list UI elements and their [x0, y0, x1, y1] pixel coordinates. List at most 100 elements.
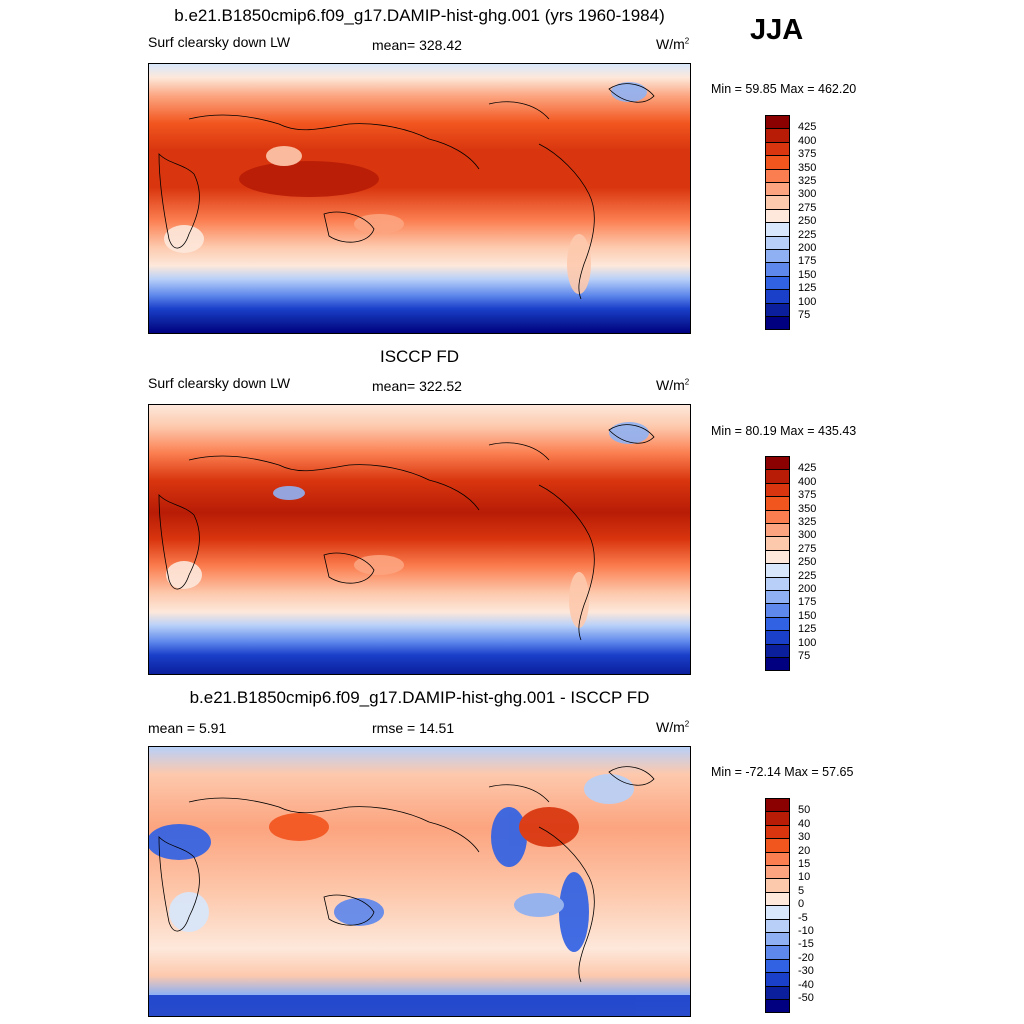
panel-1-coastlines — [158, 83, 655, 300]
colorbar-tick-label: 225 — [798, 228, 817, 241]
colorbar-tick-label: -15 — [798, 938, 814, 951]
panel-1-variable: Surf clearsky down LW — [148, 34, 291, 50]
colorbar-tick-label: -20 — [798, 951, 814, 964]
colorbar-tick-label: -30 — [798, 965, 814, 978]
colorbar-swatch — [765, 878, 790, 893]
colorbar-tick-label: 200 — [798, 583, 817, 595]
colorbar-tick-label: -10 — [798, 925, 814, 937]
panel-1-mean: mean= 328.42 — [372, 37, 462, 53]
colorbar-tick-label: 175 — [798, 596, 817, 609]
colorbar-swatch — [765, 316, 790, 331]
colorbar-tick-label: 15 — [798, 858, 811, 870]
colorbar-swatch — [765, 456, 790, 471]
colorbar-swatch — [765, 999, 790, 1014]
colorbar-swatch — [765, 222, 790, 237]
colorbar-swatch — [765, 482, 790, 498]
colorbar-swatch — [765, 509, 790, 524]
panel-2-coastlines — [158, 424, 655, 641]
colorbar-swatch — [765, 523, 790, 538]
colorbar-swatch — [765, 932, 790, 947]
colorbar-swatch — [765, 865, 790, 880]
colorbar-swatch — [765, 289, 790, 304]
colorbar-swatch — [765, 824, 790, 840]
colorbar-tick-label: 150 — [798, 609, 817, 622]
colorbar-tick-label: 100 — [798, 636, 817, 649]
colorbar-swatch — [765, 630, 790, 645]
panel-3-colorbar: 50 40 30 20 15 10 5 0 -5 -10 -15 -20 -30 -40 -50 — [765, 798, 814, 1014]
panel-2-map — [148, 404, 691, 675]
colorbar-tick-label: 40 — [798, 817, 811, 830]
panel-2-field-features — [166, 422, 649, 628]
colorbar-swatch — [765, 838, 790, 853]
colorbar-tick-label: 10 — [798, 871, 811, 884]
colorbar-tick-label: 350 — [798, 161, 817, 174]
panel-3-map — [148, 746, 691, 1017]
colorbar-tick-label: 275 — [798, 542, 817, 555]
colorbar-tick-label: 250 — [798, 215, 817, 228]
colorbar-tick-label: 325 — [798, 175, 817, 187]
panel-3-minmax: Min = -72.14 Max = 57.65 — [711, 765, 854, 779]
colorbar-tick-label: 30 — [798, 831, 811, 844]
colorbar-tick-label: 50 — [798, 804, 811, 817]
colorbar-tick-label: 275 — [798, 201, 817, 214]
colorbar-swatch — [765, 235, 790, 250]
colorbar-tick-label: 325 — [798, 516, 817, 528]
colorbar-swatch — [765, 155, 790, 170]
colorbar-tick-label: 400 — [798, 475, 817, 488]
colorbar-swatch — [765, 643, 790, 658]
colorbar-swatch — [765, 262, 790, 277]
panel-1-field — [149, 64, 690, 333]
season-label: JJA — [750, 14, 804, 46]
panel-1-map — [148, 63, 691, 334]
colorbar-swatch — [765, 275, 790, 291]
colorbar-swatch — [765, 496, 790, 511]
panel-3-coastlines — [158, 766, 655, 983]
panel-2-mean: mean= 322.52 — [372, 378, 462, 394]
panel-1-field-features — [164, 82, 647, 294]
colorbar-tick-label: 175 — [798, 255, 817, 268]
panel-3-mean: mean = 5.91 — [148, 720, 227, 736]
colorbar-swatch — [765, 972, 790, 987]
colorbar-swatch — [765, 985, 790, 1000]
panel-3-title: b.e21.B1850cmip6.f09_g17.DAMIP-hist-ghg.… — [189, 688, 650, 707]
colorbar-tick-label: 300 — [798, 188, 817, 201]
colorbar-swatch — [765, 536, 790, 551]
colorbar-swatch — [765, 208, 790, 224]
colorbar-tick-label: 350 — [798, 502, 817, 515]
colorbar-swatch — [765, 168, 790, 183]
colorbar-swatch — [765, 590, 790, 605]
colorbar-swatch — [765, 195, 790, 210]
colorbar-tick-label: 150 — [798, 268, 817, 281]
panel-2-variable: Surf clearsky down LW — [148, 375, 291, 391]
colorbar-swatch — [765, 576, 790, 591]
panel-2-title: ISCCP FD — [379, 347, 460, 366]
panel-1-minmax: Min = 59.85 Max = 462.20 — [711, 82, 857, 96]
colorbar-swatch — [765, 563, 790, 578]
colorbar-swatch — [765, 469, 790, 484]
colorbar-swatch — [765, 616, 790, 632]
colorbar-tick-label: 100 — [798, 295, 817, 308]
colorbar-tick-label: 0 — [798, 898, 805, 911]
colorbar-swatch — [765, 249, 790, 264]
colorbar-swatch — [765, 549, 790, 565]
colorbar-tick-label: 375 — [798, 148, 817, 161]
colorbar-swatch — [765, 958, 790, 974]
colorbar-swatch — [765, 811, 790, 826]
panel-2-field — [149, 405, 690, 674]
panel-2-units: W/m2 — [656, 377, 690, 393]
colorbar-swatch — [765, 141, 790, 157]
panel-1-units: W/m2 — [656, 36, 690, 52]
colorbar-swatch — [765, 798, 790, 813]
colorbar-tick-label: 400 — [798, 134, 817, 147]
colorbar-tick-label: -5 — [798, 911, 808, 924]
colorbar-tick-label: 20 — [798, 844, 811, 857]
colorbar-swatch — [765, 128, 790, 143]
colorbar-tick-label: 250 — [798, 556, 817, 569]
colorbar-tick-label: 75 — [798, 650, 811, 662]
colorbar-tick-label: 125 — [798, 623, 817, 636]
panel-3-units: W/m2 — [656, 719, 690, 735]
panel-2-colorbar: 425 400 375 350 325 300 275 250 225 200 175 150 125 1… — [765, 456, 816, 672]
colorbar-tick-label: 125 — [798, 282, 817, 295]
panel-3-field-features — [149, 774, 690, 1016]
colorbar-tick-label: 200 — [798, 242, 817, 254]
